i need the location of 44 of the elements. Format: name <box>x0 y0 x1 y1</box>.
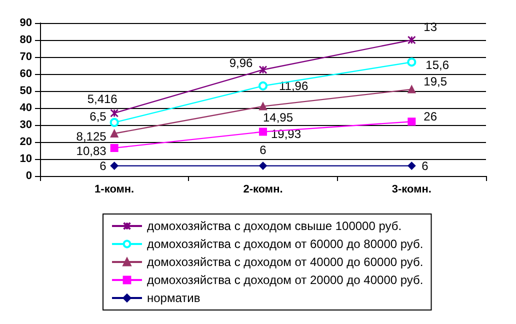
point <box>407 58 416 67</box>
x-tick-label: 2-комн. <box>243 184 283 196</box>
annotation: 5,416 <box>87 92 118 106</box>
y-tick-label: 90 <box>20 17 32 29</box>
legend-label: норматив <box>147 291 200 305</box>
annotation: 10,83 <box>76 144 107 158</box>
point <box>408 162 416 170</box>
y-tick-label: 0 <box>26 170 32 182</box>
legend-label: домохозяйства с доходом от 20000 до 40000 руб. <box>147 273 424 287</box>
annotation: 8,125 <box>76 130 107 144</box>
annotation: 6 <box>260 142 267 157</box>
y-tick-label: 20 <box>20 136 32 148</box>
point <box>258 81 268 90</box>
legend-label: домохозяйства с доходом свыше 100000 руб. <box>147 219 402 233</box>
point <box>110 130 118 138</box>
point <box>259 102 267 110</box>
point <box>110 162 118 170</box>
y-tick-label: 40 <box>20 102 32 114</box>
annotation: 9,96 <box>229 56 253 70</box>
point <box>259 128 267 136</box>
annotation: 14,95 <box>263 110 294 124</box>
y-tick-label: 70 <box>20 51 32 63</box>
legend-label: домохозяйства с доходом от 40000 до 60000 руб. <box>147 255 424 269</box>
point <box>259 162 267 170</box>
point <box>408 118 416 126</box>
annotation: 6 <box>100 158 107 173</box>
annotation: 15,6 <box>426 58 450 72</box>
y-tick-label: 30 <box>20 119 32 131</box>
point <box>110 118 119 127</box>
point <box>258 66 268 74</box>
legend-label: домохозяйства с доходом от 60000 до 80000 руб. <box>147 237 424 251</box>
point <box>110 144 118 152</box>
x-tick-label: 1-комн. <box>94 184 134 196</box>
y-tick-label: 10 <box>20 153 32 165</box>
annotation: 26 <box>424 110 438 124</box>
y-tick-label: 60 <box>20 68 32 80</box>
annotation: 6,5 <box>90 109 107 124</box>
annotation: 11,96 <box>279 78 308 93</box>
x-tick-label: 3-комн. <box>392 184 432 196</box>
annotation: 19,5 <box>424 74 448 88</box>
y-tick-label: 50 <box>20 85 32 97</box>
point <box>408 85 416 94</box>
y-tick-label: 80 <box>20 34 32 46</box>
annotation: 6 <box>422 158 429 173</box>
